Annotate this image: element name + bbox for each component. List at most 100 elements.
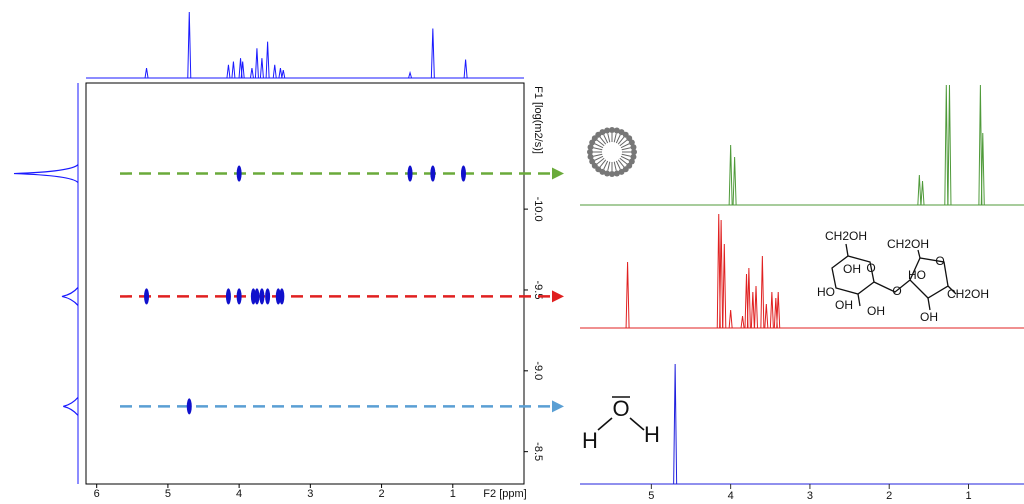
peak — [728, 309, 733, 329]
atom-label: O — [866, 261, 875, 275]
dosy-frame — [85, 82, 525, 485]
lipid-head — [630, 144, 637, 151]
lipid-tail — [596, 139, 605, 147]
lipid-head — [589, 158, 596, 165]
cross-peak — [186, 398, 192, 415]
lipid-tail — [607, 161, 611, 171]
x-tick-label: 5 — [648, 490, 654, 502]
x-tick-label: 4 — [728, 490, 734, 502]
arrow-head — [552, 167, 564, 180]
peak — [754, 285, 759, 329]
cross-peak — [225, 288, 231, 305]
x-axis-label: F2 [ppm] — [483, 488, 526, 500]
x-tick-label: 6 — [94, 488, 100, 500]
lipid-tail — [620, 143, 630, 149]
lipid-tail — [619, 157, 628, 165]
sucrose-structure — [831, 243, 957, 311]
micelle-icon — [587, 127, 637, 177]
x-tick-label: 3 — [307, 488, 313, 500]
lipid-head — [628, 139, 635, 146]
arrow-head — [552, 290, 564, 303]
x-tick-label: 3 — [807, 490, 813, 502]
peak — [187, 11, 192, 79]
atom-label: O — [892, 284, 901, 298]
lipid-head — [604, 170, 611, 177]
lipid-tail — [594, 143, 604, 149]
atom-label: OH — [835, 298, 853, 312]
lipid-tail — [620, 155, 630, 161]
lipid-head — [631, 149, 637, 155]
atom-label: CH2OH — [825, 229, 867, 243]
peak — [13, 164, 79, 184]
peak — [917, 174, 922, 206]
peak — [254, 48, 259, 79]
peak — [728, 144, 733, 206]
peak — [740, 315, 745, 329]
peak — [281, 69, 286, 79]
x-tick-label: 1 — [965, 490, 971, 502]
atom-label: H — [644, 422, 660, 447]
lipid-head — [609, 127, 615, 133]
peak — [240, 61, 245, 79]
peak — [750, 291, 755, 329]
lipid-head — [587, 144, 594, 151]
peak — [408, 70, 413, 79]
lipid-head — [587, 149, 593, 155]
peak — [769, 291, 774, 329]
peak — [920, 180, 925, 206]
lipid-head — [630, 153, 637, 160]
lipid-tail — [603, 134, 609, 144]
cross-peak — [265, 288, 271, 305]
cross-peak — [144, 288, 150, 305]
y-tick-label: -8.5 — [532, 442, 544, 461]
peak — [980, 132, 985, 206]
atom-label: CH2OH — [947, 287, 989, 301]
atom-label: OH — [920, 310, 938, 324]
peak — [732, 156, 737, 206]
lipid-tail — [593, 147, 603, 151]
peak — [673, 363, 678, 485]
atom-label: O — [612, 396, 629, 421]
atom-label: OH — [867, 304, 885, 318]
peak — [61, 287, 79, 306]
lipid-tail — [593, 153, 603, 157]
lipid-tail — [613, 133, 617, 143]
peak — [463, 59, 468, 79]
lipid-tail — [615, 160, 621, 170]
cross-peak — [407, 165, 413, 182]
lipid-tail — [617, 159, 625, 168]
lipid-tail — [615, 134, 621, 144]
cross-peak — [430, 165, 436, 182]
cross-peak — [254, 288, 260, 305]
peak — [259, 58, 264, 79]
peak — [265, 41, 270, 79]
cross-peak — [275, 288, 281, 305]
atom-label: CH2OH — [887, 237, 929, 251]
lipid-tail — [613, 161, 617, 171]
peak — [760, 255, 765, 329]
arrow-head — [552, 400, 564, 413]
x-tick-label: 2 — [886, 490, 892, 502]
peak — [776, 291, 781, 329]
peak — [430, 28, 435, 79]
cross-peak — [250, 288, 256, 305]
lipid-tail — [594, 155, 604, 161]
lipid-tail — [619, 139, 628, 147]
x-tick-label: 4 — [236, 488, 242, 500]
lipid-head — [604, 127, 611, 134]
lipid-tail — [603, 160, 609, 170]
lipid-tail — [621, 153, 631, 157]
atom-label: H — [582, 428, 598, 453]
lipid-tail — [607, 133, 611, 143]
cross-peak — [279, 288, 285, 305]
lipid-tail — [617, 136, 625, 145]
lipid-tail — [599, 136, 607, 145]
lipid-head — [587, 153, 594, 160]
cross-peak — [259, 288, 265, 305]
y-tick-label: -9.5 — [532, 280, 544, 299]
cross-peak — [236, 288, 242, 305]
water-structure — [597, 396, 645, 431]
lipid-head — [618, 168, 625, 175]
cross-peak — [460, 165, 466, 182]
